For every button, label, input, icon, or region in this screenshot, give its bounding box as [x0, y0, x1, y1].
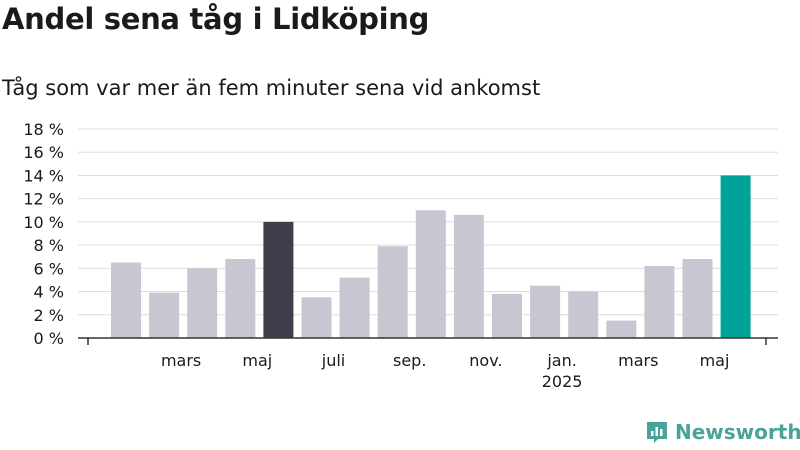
bar [606, 320, 637, 338]
bar [682, 259, 713, 338]
x-tick-year-label: 2025 [542, 372, 583, 391]
x-tick-label: jan. [546, 351, 576, 370]
brand-name: Newsworthy [675, 420, 800, 444]
bar [111, 262, 141, 338]
x-tick-label: juli [321, 351, 345, 370]
y-tick-label: 4 % [34, 283, 64, 302]
bar [492, 293, 522, 338]
chart-subtitle: Tåg som var mer än fem minuter sena vid … [2, 76, 541, 100]
bar [453, 214, 484, 338]
y-tick-label: 16 % [23, 143, 64, 162]
y-tick-label: 8 % [34, 236, 64, 255]
bar [149, 292, 180, 338]
bar [415, 210, 446, 338]
y-tick-label: 12 % [23, 190, 64, 209]
brand-logo: Newsworthy [645, 420, 800, 444]
chart-title: Andel sena tåg i Lidköping [2, 2, 430, 36]
y-tick-label: 14 % [23, 166, 64, 185]
y-tick-label: 18 % [23, 120, 64, 139]
bar [377, 246, 408, 338]
bar [530, 285, 561, 338]
y-tick-label: 0 % [34, 329, 64, 348]
y-tick-label: 6 % [34, 259, 64, 278]
y-tick-label: 10 % [23, 213, 64, 232]
x-tick-label: mars [618, 351, 658, 370]
y-tick-label: 2 % [34, 306, 64, 325]
x-tick-label: mars [161, 351, 201, 370]
bar [339, 277, 370, 338]
newsworthy-logo-icon [647, 422, 667, 443]
bar [263, 221, 294, 338]
bar [187, 268, 218, 338]
bar [720, 175, 751, 338]
x-tick-label: sep. [393, 351, 426, 370]
x-tick-label: maj [242, 351, 272, 370]
bar [644, 266, 675, 338]
bar [301, 297, 332, 338]
x-tick-label: nov. [469, 351, 502, 370]
bar [225, 259, 256, 338]
x-tick-label: maj [700, 351, 730, 370]
bar [568, 291, 599, 338]
